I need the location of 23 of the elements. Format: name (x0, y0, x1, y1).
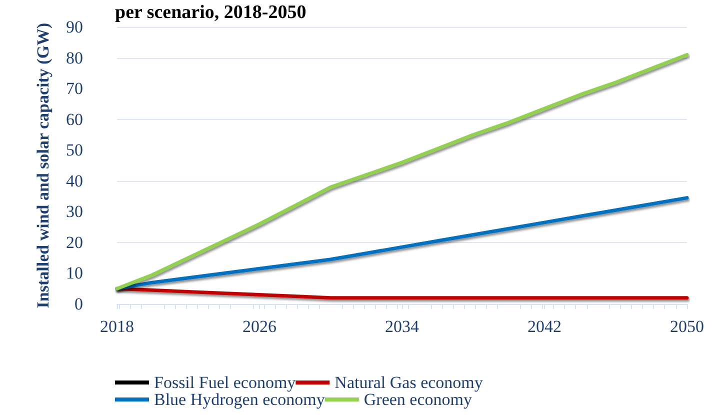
x-tick-label: 2018 (100, 317, 134, 336)
legend-label: Fossil Fuel economy (154, 373, 296, 392)
y-tick-label: 0 (74, 294, 83, 314)
y-tick-label: 50 (66, 140, 83, 160)
y-tick-label: 10 (66, 264, 83, 283)
legend-label: Natural Gas economy (334, 373, 484, 392)
line-series (115, 286, 689, 300)
y-tick-label: 80 (66, 48, 83, 68)
y-tick-label: 60 (66, 110, 83, 129)
y-axis-title: Installed wind and solar capacity (GW) (34, 22, 52, 308)
x-tick-label: 2026 (242, 317, 276, 336)
chart-title: per scenario, 2018-2050 (115, 2, 306, 23)
x-tick-label: 2050 (670, 317, 704, 336)
line-series (115, 196, 689, 290)
x-tick-label: 2042 (528, 317, 562, 336)
y-tick-label: 90 (66, 18, 83, 36)
line-series (115, 52, 689, 290)
legend-label: Green economy (364, 390, 472, 409)
y-tick-label: 70 (66, 79, 83, 98)
y-tick-label: 20 (66, 232, 83, 252)
x-tick-label: 2034 (385, 317, 420, 336)
y-tick-label: 30 (66, 202, 83, 222)
y-tick-label: 40 (66, 171, 83, 190)
